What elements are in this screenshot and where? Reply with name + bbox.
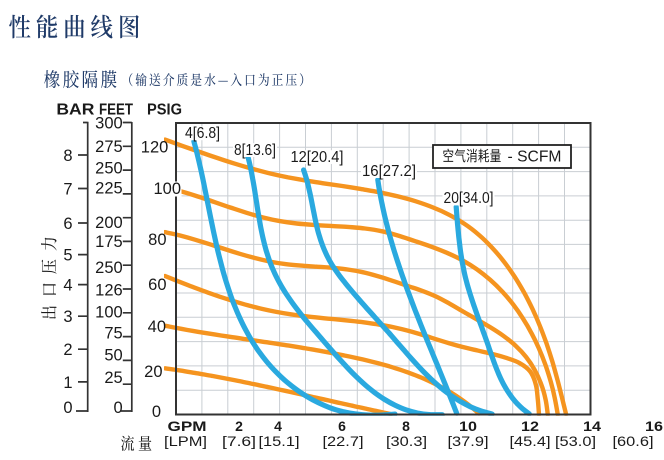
svg-text:- SCFM: - SCFM — [508, 149, 562, 166]
svg-text:80: 80 — [148, 231, 166, 249]
svg-text:175: 175 — [95, 233, 123, 251]
svg-text:6: 6 — [63, 215, 72, 233]
svg-text:3: 3 — [63, 308, 72, 326]
svg-text:20[34.0]: 20[34.0] — [444, 190, 494, 207]
svg-text:200: 200 — [95, 214, 123, 232]
svg-text:20: 20 — [144, 363, 162, 381]
svg-text:[15.1]: [15.1] — [259, 434, 300, 449]
svg-text:2: 2 — [235, 418, 243, 434]
svg-text:60: 60 — [148, 276, 166, 294]
svg-text:12[20.4]: 12[20.4] — [291, 149, 344, 166]
svg-text:GPM: GPM — [168, 418, 207, 434]
svg-text:100: 100 — [95, 304, 123, 322]
svg-text:40: 40 — [148, 318, 166, 336]
svg-text:16[27.2]: 16[27.2] — [362, 163, 416, 180]
svg-text:[30.3]: [30.3] — [386, 434, 427, 449]
svg-text:4: 4 — [63, 277, 72, 295]
svg-text:16: 16 — [645, 418, 663, 434]
svg-text:[60.6]: [60.6] — [613, 434, 654, 449]
svg-text:8[13.6]: 8[13.6] — [234, 142, 276, 159]
svg-text:75: 75 — [104, 325, 122, 343]
svg-text:10: 10 — [459, 418, 477, 434]
svg-text:[7.6]: [7.6] — [222, 434, 256, 449]
svg-text:25: 25 — [104, 369, 122, 387]
svg-text:5: 5 — [63, 247, 72, 265]
svg-text:8: 8 — [402, 418, 410, 434]
svg-text:300: 300 — [95, 115, 123, 133]
svg-text:[45.4]: [45.4] — [510, 434, 551, 449]
svg-text:4: 4 — [274, 418, 282, 434]
svg-text:FEET: FEET — [99, 101, 133, 118]
svg-text:[53.0]: [53.0] — [555, 434, 596, 449]
svg-text:275: 275 — [95, 138, 123, 156]
svg-text:[LPM]: [LPM] — [164, 434, 207, 449]
svg-text:4[6.8]: 4[6.8] — [185, 125, 220, 142]
svg-text:6: 6 — [338, 418, 346, 434]
svg-text:12: 12 — [521, 418, 539, 434]
svg-text:7: 7 — [63, 181, 72, 199]
svg-text:250: 250 — [95, 159, 123, 177]
svg-text:8: 8 — [63, 147, 72, 165]
svg-text:[37.9]: [37.9] — [448, 434, 489, 449]
svg-text:0: 0 — [152, 403, 161, 421]
svg-text:225: 225 — [95, 179, 123, 197]
svg-text:100: 100 — [153, 180, 181, 198]
svg-text:1: 1 — [63, 374, 72, 392]
svg-text:[22.7]: [22.7] — [323, 434, 364, 449]
svg-text:0: 0 — [114, 399, 123, 417]
svg-text:2: 2 — [63, 341, 72, 359]
svg-text:14: 14 — [583, 418, 601, 434]
svg-text:0: 0 — [63, 399, 72, 417]
svg-text:BAR: BAR — [56, 101, 94, 118]
svg-text:120: 120 — [141, 139, 169, 157]
svg-text:PSIG: PSIG — [147, 101, 182, 118]
svg-text:250: 250 — [95, 259, 123, 277]
svg-text:126: 126 — [95, 282, 123, 300]
svg-text:50: 50 — [104, 347, 122, 365]
